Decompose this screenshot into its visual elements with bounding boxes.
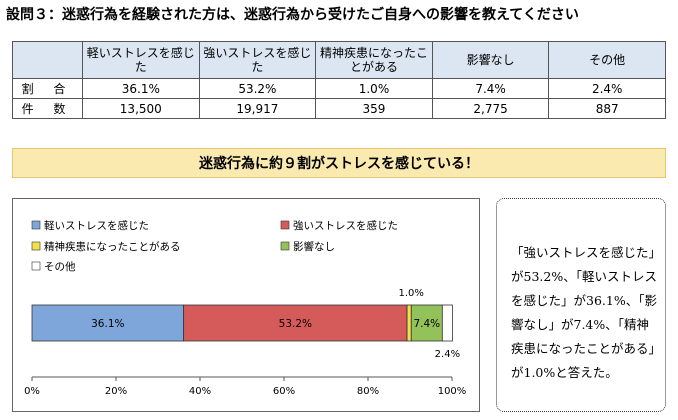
legend-swatch — [31, 241, 41, 251]
data-label: 53.2% — [279, 318, 312, 330]
table-header-cell — [12, 41, 83, 79]
data-label: 1.0% — [398, 288, 423, 299]
legend-swatch — [31, 220, 41, 230]
table-cell: 13,500 — [82, 98, 200, 119]
table-cell: 36.1% — [82, 78, 200, 99]
data-label: 7.4% — [413, 318, 440, 330]
legend-swatch — [280, 220, 290, 230]
summary-note: 「強いストレスを感じた」が53.2%、「軽いストレスを感じた」が36.1%、「影… — [496, 198, 666, 412]
question-title: 設問３：迷惑行為を経験された方は、迷惑行為から受けたご自身への影響を教えてくださ… — [6, 7, 579, 23]
table-cell: 7.4% — [431, 78, 550, 99]
table-header-row: 軽いストレスを感じた 強いストレスを感じた 精神疾患になったことがある 影響なし… — [12, 41, 666, 79]
table-cell: 887 — [548, 98, 666, 119]
table-cell: 359 — [315, 98, 433, 119]
data-label: 2.4% — [435, 349, 460, 360]
table-header-cell: 軽いストレスを感じた — [82, 41, 200, 79]
table-row: 件 数 13,500 19,917 359 2,775 887 — [12, 98, 666, 119]
x-tick-label: 40% — [189, 386, 211, 397]
x-tick-label: 20% — [105, 386, 127, 397]
table-cell: 2,775 — [431, 98, 550, 119]
table-cell: 2.4% — [548, 78, 666, 99]
x-tick-label: 60% — [273, 386, 295, 397]
summary-note-text: 「強いストレスを感じた」が53.2%、「軽いストレスを感じた」が36.1%、「影… — [511, 245, 657, 380]
table-row: 割 合 36.1% 53.2% 1.0% 7.4% 2.4% — [12, 78, 666, 99]
headline-banner: 迷惑行為に約９割がストレスを感じている！ — [12, 148, 666, 178]
x-tick-label: 100% — [438, 386, 467, 397]
table-cell: 53.2% — [198, 78, 317, 99]
banner-text: 迷惑行為に約９割がストレスを感じている！ — [199, 156, 479, 172]
table-cell: 1.0% — [315, 78, 433, 99]
table-header-cell: 強いストレスを感じた — [198, 41, 317, 79]
legend-label: 強いストレスを感じた — [293, 219, 398, 232]
table-header-cell: 影響なし — [431, 41, 550, 79]
bar-segment — [441, 304, 453, 342]
bar-segment — [31, 304, 185, 342]
table-header-cell: その他 — [548, 41, 666, 79]
x-tick-label: 0% — [24, 386, 40, 397]
bar-segment — [410, 304, 443, 342]
bar-segment — [406, 304, 412, 342]
data-label: 36.1% — [91, 318, 124, 330]
row-label: 割 合 — [12, 78, 83, 99]
legend-label: その他 — [44, 260, 76, 273]
legend-label: 軽いストレスを感じた — [44, 219, 149, 232]
x-tick-label: 80% — [357, 386, 379, 397]
bar-segment — [183, 304, 408, 342]
summary-table: 軽いストレスを感じた 強いストレスを感じた 精神疾患になったことがある 影響なし… — [12, 41, 666, 119]
legend-label: 精神疾患になったことがある — [44, 240, 181, 253]
legend-swatch — [280, 241, 290, 251]
chart-panel: 軽いストレスを感じた 強いストレスを感じた精神疾患になったことがある 影響なしその他… — [12, 198, 480, 412]
legend-label: 影響なし — [293, 240, 335, 253]
row-label: 件 数 — [12, 98, 83, 119]
table-header-cell: 精神疾患になったことがある — [315, 41, 433, 79]
table-cell: 19,917 — [198, 98, 317, 119]
legend-swatch — [31, 261, 41, 271]
